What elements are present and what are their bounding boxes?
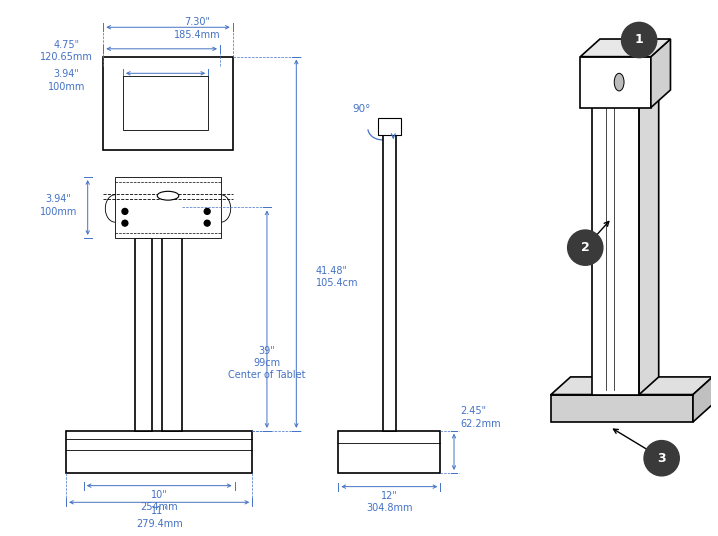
Text: 7.30"
185.4mm: 7.30" 185.4mm: [174, 18, 220, 40]
Text: 1: 1: [635, 33, 643, 47]
Text: 10"
254mm: 10" 254mm: [141, 489, 178, 512]
Text: 11"
279.4mm: 11" 279.4mm: [136, 506, 182, 528]
Text: 4.75"
120.65mm: 4.75" 120.65mm: [39, 40, 93, 62]
Bar: [115, 177, 221, 238]
Text: 3.94"
100mm: 3.94" 100mm: [39, 195, 77, 217]
Bar: [338, 431, 440, 473]
Circle shape: [644, 441, 679, 476]
Text: 41.48"
105.4cm: 41.48" 105.4cm: [316, 266, 358, 288]
Polygon shape: [693, 377, 712, 422]
Text: 3.94"
100mm: 3.94" 100mm: [47, 69, 85, 92]
Text: 3: 3: [658, 452, 666, 465]
Polygon shape: [639, 39, 658, 394]
Bar: [135, 238, 152, 431]
Circle shape: [122, 209, 128, 214]
Text: 2: 2: [581, 241, 589, 254]
Text: 39"
99cm
Center of Tablet: 39" 99cm Center of Tablet: [228, 346, 306, 381]
Polygon shape: [580, 39, 671, 57]
Circle shape: [204, 220, 210, 226]
Circle shape: [568, 230, 603, 265]
Text: 12"
304.8mm: 12" 304.8mm: [366, 490, 413, 513]
Bar: [123, 76, 208, 130]
Bar: [103, 57, 233, 150]
Polygon shape: [651, 39, 671, 108]
Circle shape: [622, 23, 657, 58]
Polygon shape: [551, 394, 693, 422]
Polygon shape: [592, 57, 639, 394]
Bar: [383, 130, 396, 431]
Circle shape: [204, 209, 210, 214]
Bar: [66, 431, 252, 473]
Bar: [162, 238, 182, 431]
Text: 2.45"
62.2mm: 2.45" 62.2mm: [460, 406, 500, 429]
Polygon shape: [551, 377, 712, 394]
Circle shape: [122, 220, 128, 226]
Text: 90°: 90°: [353, 105, 371, 114]
Bar: [378, 118, 401, 135]
Ellipse shape: [614, 73, 624, 91]
Ellipse shape: [157, 191, 179, 200]
Polygon shape: [580, 57, 651, 108]
